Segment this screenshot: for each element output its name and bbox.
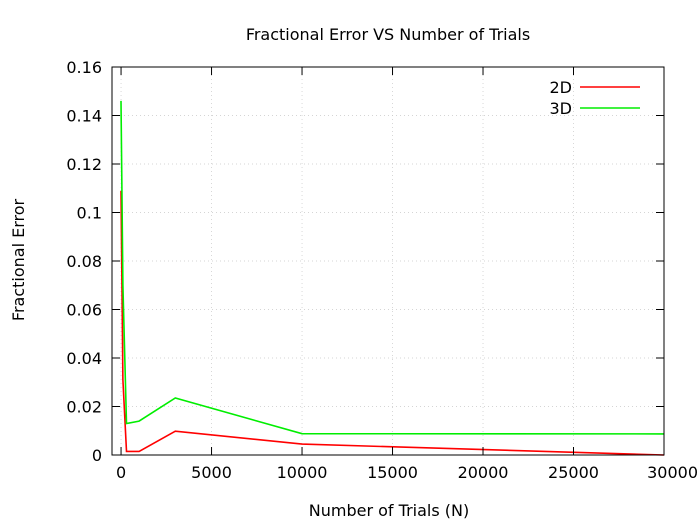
ticks-layer: 0 0.02 0.04 0.06 0.08 0.1 0.12 0.14 0.16 0 5000 100… <box>66 58 698 482</box>
x-axis-label: Number of Trials (N) <box>309 501 469 520</box>
x-tick-label: 15000 <box>367 463 418 482</box>
y-tick-label: 0.06 <box>66 301 102 320</box>
x-tick-label: 10000 <box>277 463 328 482</box>
x-tick-label: 25000 <box>548 463 599 482</box>
y-tick-label: 0.1 <box>77 204 102 223</box>
grid <box>112 67 664 455</box>
y-axis-label: Fractional Error <box>9 198 28 321</box>
series-layer <box>120 100 665 456</box>
y-tick-label: 0.16 <box>66 58 102 77</box>
series-line-3d <box>120 100 665 435</box>
x-tick-label: 0 <box>116 463 126 482</box>
y-tick-label: 0.12 <box>66 155 102 174</box>
y-tick-label: 0.02 <box>66 398 102 417</box>
y-tick-label: 0.04 <box>66 349 102 368</box>
x-tick-label: 5000 <box>191 463 232 482</box>
legend-label-2d: 2D <box>550 78 573 97</box>
series-line-2d <box>120 190 665 456</box>
legend-label-3d: 3D <box>550 99 573 118</box>
y-tick-label: 0 <box>92 446 102 465</box>
y-tick-label: 0.14 <box>66 107 102 126</box>
x-tick-label: 20000 <box>458 463 509 482</box>
y-tick-label: 0.08 <box>66 252 102 271</box>
x-tick-label: 30000 <box>647 463 698 482</box>
chart-title: Fractional Error VS Number of Trials <box>246 25 530 44</box>
